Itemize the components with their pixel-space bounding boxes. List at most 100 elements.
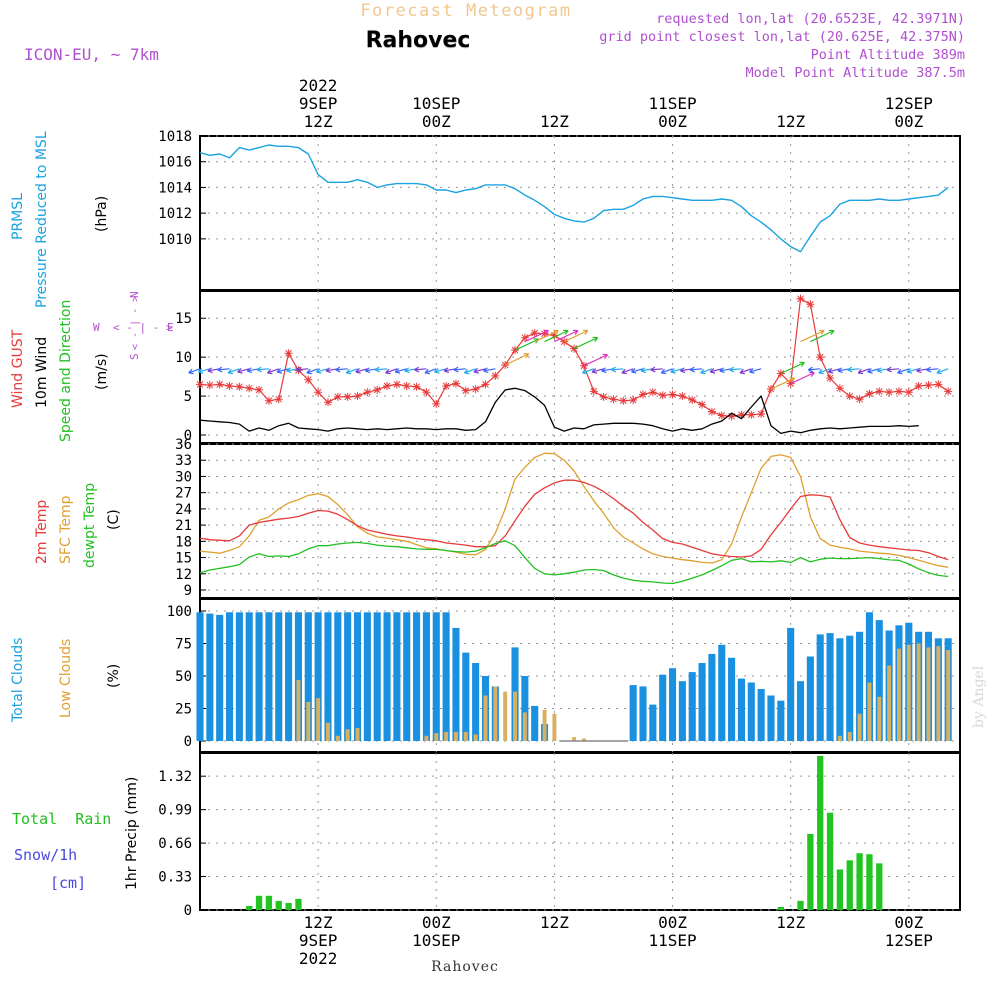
wind-arrow-head — [267, 368, 273, 375]
gust-marker — [757, 409, 766, 418]
low-cloud-bar — [444, 731, 449, 741]
grid-point-coords: grid point closest lon,lat (20.625E, 42.… — [599, 29, 965, 45]
wind-arrow-head — [217, 366, 223, 373]
wind-direction-arrow — [296, 368, 309, 371]
bottom-axis-label: 11SEP — [648, 931, 696, 950]
temperature-ytick-label: 33 — [175, 453, 192, 469]
dewpt-line — [199, 540, 949, 585]
temp-unit: (C) — [106, 509, 122, 530]
wind-arrow-head — [188, 368, 194, 375]
wind-direction-arrow — [355, 368, 368, 373]
rain-bar — [826, 812, 834, 910]
low-cloud-bar — [503, 691, 508, 741]
total-cloud-bar — [462, 652, 470, 741]
precip-ytick-label: 1.32 — [158, 769, 192, 785]
total-cloud-bar — [678, 681, 686, 741]
precip-ytick-label: 0 — [184, 903, 192, 919]
total-cloud-bar — [816, 634, 824, 741]
wind-direction-arrow — [464, 368, 476, 374]
gust-marker — [648, 388, 657, 397]
location-title-front: Rahovec — [366, 28, 471, 53]
top-axis-label: 00Z — [894, 112, 923, 131]
pressure-ytick-label: 1010 — [158, 232, 192, 248]
wind-direction-arrow — [534, 330, 559, 343]
total-cloud-bar — [413, 612, 421, 741]
wind-arrow-head — [404, 367, 410, 374]
total-cloud-bar — [373, 612, 381, 741]
bottom-axis-label: 00Z — [658, 913, 687, 932]
low-cloud-bar — [572, 737, 577, 741]
compass-east: E — [167, 321, 174, 334]
gust-marker — [796, 294, 805, 303]
temperature-ytick-label: 9 — [184, 583, 192, 599]
gust-marker — [639, 390, 648, 399]
gust-marker — [816, 353, 825, 362]
wind-direction-arrow — [473, 368, 486, 373]
temp-2m-label: 2m Temp — [34, 500, 50, 564]
wind-speed-line — [199, 387, 919, 435]
temperature-ytick-label: 21 — [175, 518, 192, 534]
wind-direction-arrow — [739, 368, 752, 374]
wind-direction-arrow — [857, 368, 870, 374]
t2m-line — [199, 479, 949, 561]
low-cloud-bar — [434, 733, 439, 741]
wind-arrow-head — [847, 366, 853, 373]
pressure-line — [199, 144, 949, 253]
wind-arrow-head — [256, 366, 262, 373]
gust-marker — [570, 344, 579, 353]
wind-arrow-head — [563, 329, 569, 335]
low-cloud-bar — [345, 729, 350, 741]
wind-arrow-head — [463, 368, 470, 375]
wind-arrow-head — [621, 368, 627, 375]
gust-marker — [855, 395, 864, 404]
gust-marker — [205, 381, 214, 390]
total-cloud-bar — [747, 682, 755, 741]
wind-arrow-head — [602, 353, 608, 360]
wind-direction-arrow — [414, 368, 427, 371]
gust-marker — [225, 381, 234, 390]
wind-direction-arrow — [800, 330, 825, 343]
wind-direction-arrow — [188, 368, 201, 374]
total-cloud-bar — [777, 700, 785, 741]
gust-marker — [363, 388, 372, 397]
wind-arrow-head — [837, 367, 843, 374]
low-cloud-bar — [473, 734, 478, 741]
gust-marker — [904, 388, 913, 397]
wind-direction-arrow — [346, 368, 358, 374]
total-cloud-bar — [285, 612, 293, 741]
top-axis-label: 11SEP — [648, 94, 696, 113]
gust-marker — [688, 395, 697, 404]
compass-south: S — [128, 353, 141, 360]
gust-marker — [619, 396, 628, 405]
total-cloud-bar — [196, 612, 204, 741]
wind-arrow-head — [897, 368, 903, 375]
panel-clouds: 0 25 50 75 100 — [167, 598, 961, 753]
low-cloud-label: Low Clouds — [58, 639, 74, 718]
pressure-label-1: PRMSL — [10, 193, 26, 240]
wind-direction-arrow — [886, 368, 900, 371]
total-cloud-bar — [422, 612, 430, 741]
total-cloud-bar — [235, 612, 243, 741]
total-cloud-bar — [521, 676, 529, 741]
wind-arrow-head — [886, 366, 892, 373]
snow-unit-label: [cm] — [50, 874, 86, 892]
total-cloud-bar — [353, 612, 362, 741]
wind-direction-arrow — [926, 368, 939, 371]
gust-marker — [766, 385, 775, 394]
gust-marker — [875, 387, 884, 396]
clouds-ytick-label: 75 — [175, 637, 192, 653]
gust-marker — [845, 392, 854, 401]
wind-arrow-head — [197, 368, 204, 374]
wind-direction-arrow — [227, 368, 240, 374]
low-cloud-bar — [946, 650, 951, 741]
wind-direction-arrow — [650, 368, 663, 371]
low-cloud-bar — [552, 713, 557, 741]
gust-marker — [934, 380, 943, 389]
total-cloud-bar — [442, 612, 450, 741]
total-cloud-bar — [688, 672, 696, 741]
point-altitude: Point Altitude 389m — [811, 47, 965, 63]
wind-arrow-head — [819, 329, 825, 335]
low-cloud-bar — [936, 646, 941, 741]
total-cloud-bar — [304, 612, 312, 741]
